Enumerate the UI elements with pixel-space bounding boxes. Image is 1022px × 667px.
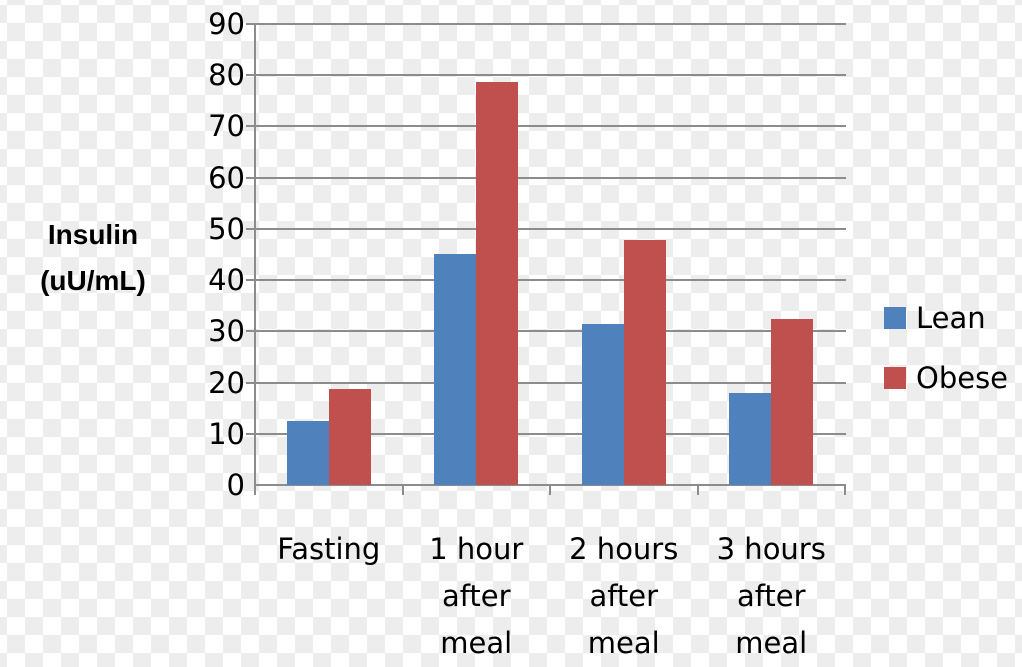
gridline xyxy=(246,381,846,384)
bar-obese xyxy=(623,239,666,485)
y-tick-label: 30 xyxy=(208,314,245,349)
gridline xyxy=(246,432,846,435)
y-axis-label-line-1: Insulin xyxy=(47,219,139,250)
bar-obese xyxy=(476,81,519,485)
gridline xyxy=(246,279,846,282)
y-axis-label: Insulin (uU/mL) xyxy=(18,212,168,304)
legend-label-obese: Obese xyxy=(916,361,1009,395)
gridline xyxy=(246,176,846,179)
legend-label-lean: Lean xyxy=(916,301,986,335)
x-tick-mark xyxy=(549,485,551,495)
legend-item-lean: Lean xyxy=(884,288,1008,348)
y-tick-label: 10 xyxy=(208,416,245,451)
gridline xyxy=(246,74,846,77)
y-tick-label: 40 xyxy=(208,263,245,298)
gridline xyxy=(246,125,846,128)
y-axis-label-line-2: (uU/mL) xyxy=(40,265,146,296)
gridline xyxy=(246,330,846,333)
gridline xyxy=(246,227,846,230)
bar-obese xyxy=(771,319,814,485)
x-tick-mark xyxy=(844,485,846,495)
bar-lean xyxy=(286,420,329,485)
x-tick-label: 1 hour after meal xyxy=(429,532,524,660)
y-tick-label: 90 xyxy=(208,7,245,41)
legend-item-obese: Obese xyxy=(884,348,1008,408)
bar-lean xyxy=(434,253,477,485)
legend-swatch-lean xyxy=(884,307,906,329)
y-tick-label: 60 xyxy=(208,160,245,195)
bar-lean xyxy=(581,324,624,485)
x-tick-mark xyxy=(401,485,404,495)
y-tick-label: 80 xyxy=(208,58,245,93)
legend: Lean Obese xyxy=(884,288,1008,408)
x-tick-label: 3 hours after meal xyxy=(716,532,826,660)
y-tick-label: 70 xyxy=(208,109,245,144)
bar-obese xyxy=(328,389,371,485)
x-tick-label: Fasting xyxy=(277,532,381,566)
x-tick-mark xyxy=(696,485,699,495)
y-tick-label: 0 xyxy=(226,468,245,502)
bar-lean xyxy=(729,392,772,485)
x-tick-mark xyxy=(254,485,256,495)
gridline xyxy=(246,23,846,25)
y-axis-line xyxy=(254,24,256,494)
x-tick-label: 2 hours after meal xyxy=(569,532,679,660)
legend-swatch-obese xyxy=(884,367,906,389)
y-tick-label: 20 xyxy=(208,365,245,400)
y-tick-label: 50 xyxy=(208,211,245,246)
